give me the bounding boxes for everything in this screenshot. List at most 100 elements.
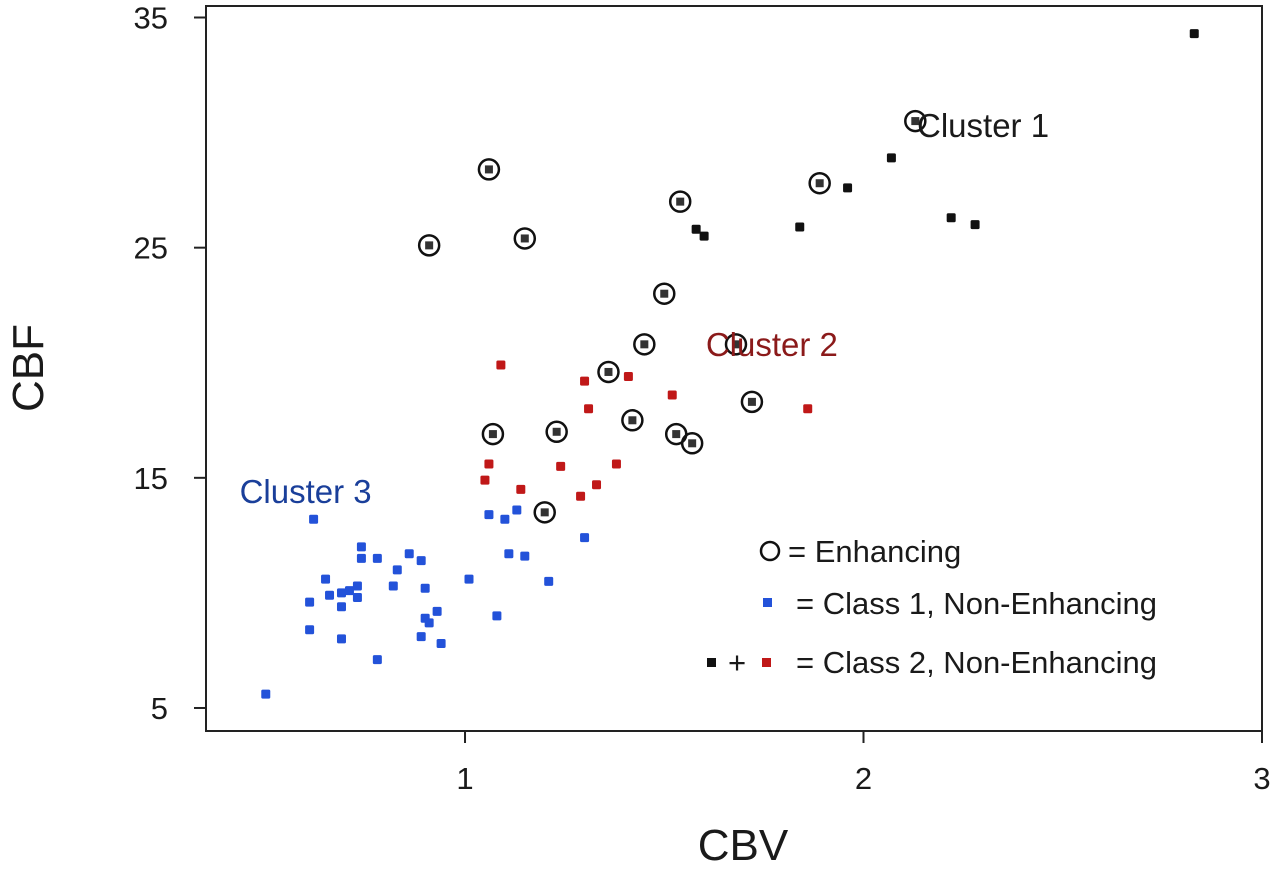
enhancing-point: [904, 109, 927, 133]
data-point: [344, 586, 354, 596]
data-point: [321, 574, 331, 584]
data-point: [484, 459, 494, 469]
legend: = Enhancing = Class 1, Non-Enhancing + =…: [707, 534, 1157, 680]
enhancing-point: [417, 234, 441, 257]
data-point: [512, 505, 522, 515]
data-point: [691, 224, 701, 234]
enhancing-point-center: [676, 197, 685, 206]
y-tick-label: 25: [134, 231, 168, 266]
enhancing-point-center: [688, 439, 697, 448]
legend-class1-label: = Class 1, Non-Enhancing: [796, 586, 1157, 621]
data-point: [356, 542, 366, 552]
x-axis-title: CBV: [698, 821, 789, 870]
data-point: [356, 553, 366, 563]
enhancing-point-center: [484, 165, 493, 174]
data-point: [504, 549, 514, 559]
data-point: [623, 372, 633, 382]
legend-class2-red-marker: [762, 658, 771, 667]
data-point: [336, 588, 346, 598]
data-point: [388, 581, 398, 591]
enhancing-point: [740, 390, 764, 414]
enhancing-point-center: [628, 416, 637, 425]
enhancing-point: [621, 409, 644, 432]
enhancing-point-center: [520, 234, 529, 243]
data-point: [946, 213, 956, 223]
y-tick-label: 35: [134, 1, 168, 36]
y-axis-title: CBF: [4, 324, 53, 412]
data-point: [420, 583, 430, 593]
data-point: [544, 576, 554, 586]
data-point: [352, 581, 362, 591]
data-point: [372, 553, 382, 563]
enhancing-point: [808, 171, 831, 195]
enhancing-point-center: [911, 117, 920, 126]
data-point: [886, 153, 896, 163]
legend-class2-plus: +: [728, 645, 746, 680]
data-point: [436, 639, 446, 649]
data-point: [584, 404, 594, 414]
data-point: [336, 602, 346, 612]
data-point: [480, 475, 490, 485]
y-tick-label: 5: [151, 691, 168, 726]
enhancing-point: [533, 501, 556, 524]
legend-class2-black-marker: [707, 658, 716, 667]
data-point: [325, 590, 335, 600]
data-points: [261, 29, 1199, 699]
data-point: [520, 551, 530, 561]
cluster-label: Cluster 3: [240, 473, 372, 510]
data-point: [309, 514, 319, 524]
data-point: [699, 231, 709, 241]
enhancing-point: [597, 360, 620, 384]
y-tick-label: 15: [134, 461, 168, 496]
enhancing-point: [545, 420, 568, 444]
data-point: [305, 597, 315, 607]
data-point: [484, 510, 494, 520]
enhancing-point: [513, 227, 537, 250]
data-point: [432, 606, 442, 616]
legend-class2-label: = Class 2, Non-Enhancing: [796, 645, 1157, 680]
legend-enhancing-marker: [759, 540, 781, 562]
data-point: [667, 390, 677, 400]
enhancing-point: [633, 333, 656, 356]
x-tick-label: 2: [855, 761, 872, 796]
data-point: [795, 222, 805, 232]
legend-class1-marker: [763, 598, 772, 607]
enhancing-point: [481, 422, 505, 446]
enhancing-point-center: [604, 367, 613, 376]
data-point: [611, 459, 621, 469]
data-point: [424, 618, 434, 628]
plot-frame: [205, 5, 1263, 732]
data-point: [404, 549, 414, 559]
data-point: [556, 461, 566, 471]
data-point: [843, 183, 853, 193]
legend-enhancing-label: = Enhancing: [788, 534, 961, 569]
enhancing-point-center: [660, 289, 669, 298]
data-point: [496, 360, 506, 370]
enhancing-point-center: [815, 179, 824, 188]
data-point: [392, 565, 402, 575]
data-point: [492, 611, 502, 621]
data-point: [336, 634, 346, 644]
enhancing-point-center: [425, 241, 434, 250]
cluster-label: Cluster 1: [917, 107, 1049, 144]
data-point: [261, 689, 271, 699]
data-point: [464, 574, 474, 584]
x-tick-label: 1: [456, 761, 473, 796]
enhancing-point: [477, 158, 501, 181]
enhancing-point: [680, 432, 704, 455]
enhancing-point-center: [640, 340, 649, 349]
data-point: [1189, 29, 1199, 39]
enhancing-point-center: [552, 427, 561, 436]
data-point: [592, 480, 602, 490]
data-point: [970, 220, 980, 230]
data-point: [372, 655, 382, 665]
data-point: [500, 514, 510, 524]
data-point: [576, 491, 586, 501]
enhancing-point-center: [488, 430, 497, 439]
enhancing-point-center: [540, 508, 549, 517]
data-point: [416, 632, 426, 642]
cluster-annotations: Cluster 1 Cluster 2 Cluster 3: [240, 107, 1049, 510]
enhancing-point: [653, 282, 676, 305]
